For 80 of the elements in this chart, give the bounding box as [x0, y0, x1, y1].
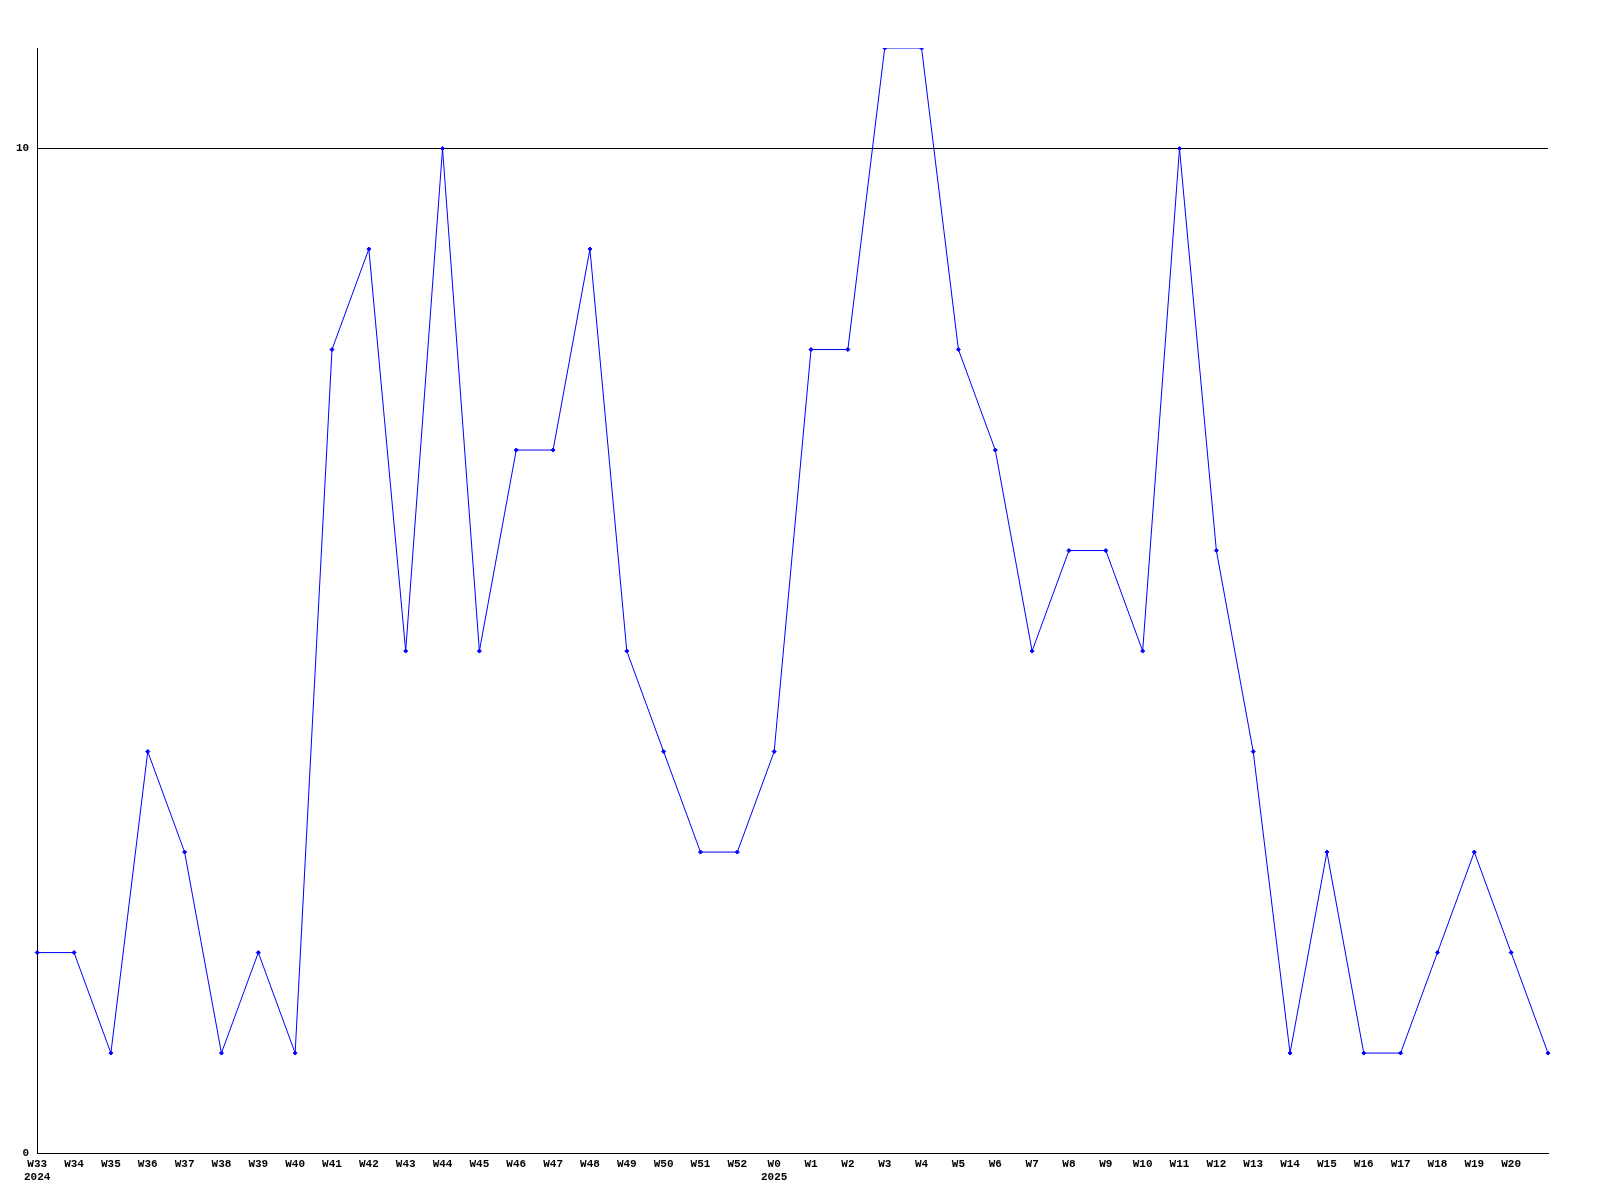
- point: [734, 849, 740, 855]
- point: [1324, 849, 1330, 855]
- x-tick-label: W39: [248, 1157, 269, 1170]
- x-tick-label: W8: [1062, 1157, 1076, 1170]
- x-tick-label: W6: [988, 1157, 1002, 1170]
- point: [366, 246, 372, 252]
- x-tick-label: W7: [1025, 1157, 1039, 1170]
- y-tick-label: 0: [22, 1147, 30, 1160]
- point: [440, 146, 446, 152]
- x-tick-label: W42: [358, 1157, 379, 1170]
- x-tick-label: W11: [1169, 1157, 1190, 1170]
- x-tick-label: W40: [285, 1157, 306, 1170]
- point: [329, 347, 335, 353]
- x-tick-label: W50: [653, 1157, 674, 1170]
- x-tick-label: W37: [174, 1157, 195, 1170]
- x-tick-label: W45: [469, 1157, 490, 1170]
- x-tick-label: W14: [1280, 1157, 1301, 1170]
- x-tick-label: W4: [914, 1157, 929, 1170]
- point: [1029, 648, 1035, 654]
- point: [34, 950, 40, 956]
- point: [1508, 950, 1514, 956]
- point: [992, 447, 998, 453]
- point: [292, 1050, 298, 1056]
- point: [1471, 849, 1477, 855]
- point: [550, 447, 556, 453]
- x-tick-label: W41: [322, 1157, 343, 1170]
- x-tick-label: W18: [1427, 1157, 1448, 1170]
- point: [771, 749, 777, 755]
- x-tick-label: W5: [951, 1157, 966, 1170]
- x-tick-label: W44: [432, 1157, 453, 1170]
- x-tick-label: W35: [100, 1157, 122, 1170]
- point: [808, 347, 814, 353]
- point: [218, 1050, 224, 1056]
- y-tick-label: 10: [16, 142, 30, 155]
- point: [182, 849, 188, 855]
- point: [71, 950, 77, 956]
- point: [1140, 648, 1146, 654]
- x-tick-label: W38: [211, 1157, 232, 1170]
- point: [1213, 548, 1219, 554]
- x-tick-label: W16: [1353, 1157, 1374, 1170]
- point: [476, 648, 482, 654]
- point: [1103, 548, 1109, 554]
- x-tick-label: W17: [1390, 1157, 1411, 1170]
- x-tick-label: W2: [841, 1157, 855, 1170]
- x-tick-label: W46: [506, 1157, 527, 1170]
- x-tick-label: W51: [690, 1157, 711, 1170]
- x-tick-label: W47: [543, 1157, 563, 1170]
- point: [108, 1050, 114, 1056]
- x-tick-label: W0 2025: [760, 1157, 788, 1184]
- x-tick-label: W10: [1132, 1157, 1153, 1170]
- point: [1361, 1050, 1367, 1056]
- point: [1287, 1050, 1293, 1056]
- point: [1250, 749, 1256, 755]
- x-tick-label: W20: [1501, 1157, 1522, 1170]
- x-tick-label: W43: [395, 1157, 416, 1170]
- x-tick-label: W52: [727, 1157, 748, 1170]
- point: [1066, 548, 1072, 554]
- x-tick-label: W48: [580, 1157, 601, 1170]
- x-tick-label: W9: [1099, 1157, 1113, 1170]
- point: [955, 347, 961, 353]
- point: [1398, 1050, 1404, 1056]
- x-tick-label: W15: [1317, 1157, 1338, 1170]
- point: [255, 950, 261, 956]
- x-tick-label: W3: [878, 1157, 892, 1170]
- x-tick-label: W19: [1464, 1157, 1485, 1170]
- point: [587, 246, 593, 252]
- point: [661, 749, 667, 755]
- point: [513, 447, 519, 453]
- point: [697, 849, 703, 855]
- point: [403, 648, 409, 654]
- x-tick-label: W12: [1206, 1157, 1227, 1170]
- x-tick-label: W1: [804, 1157, 819, 1170]
- x-tick-label: W36: [137, 1157, 158, 1170]
- point: [845, 347, 851, 353]
- x-tick-label: W33 2024: [24, 1157, 51, 1184]
- point: [624, 648, 630, 654]
- x-tick-label: W34: [64, 1157, 85, 1170]
- point: [1434, 950, 1440, 956]
- x-tick-label: W13: [1243, 1157, 1264, 1170]
- x-tick-label: W49: [616, 1157, 637, 1170]
